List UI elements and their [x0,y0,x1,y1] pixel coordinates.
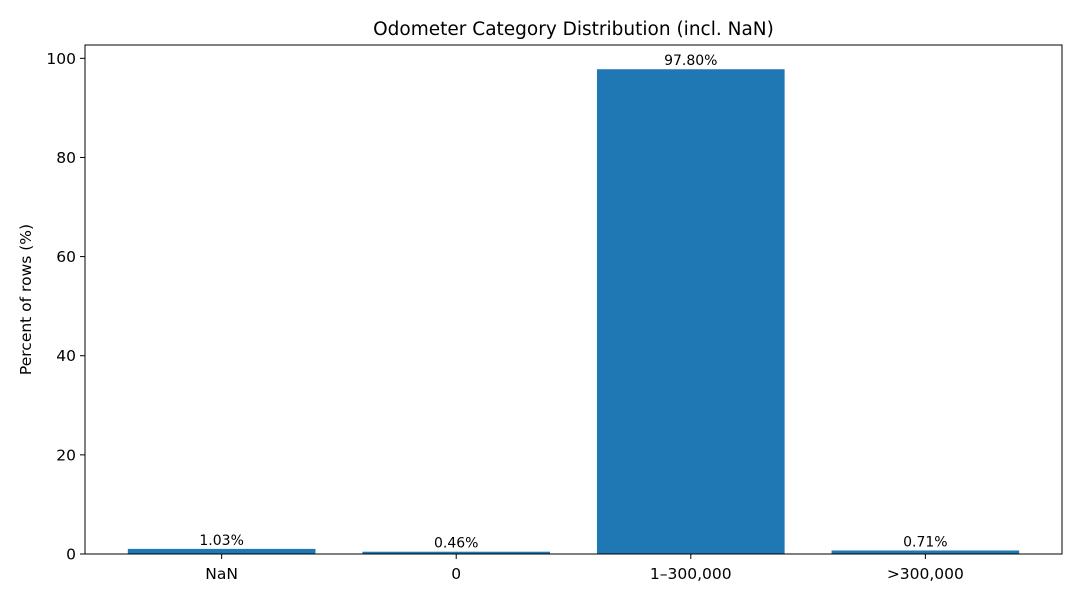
y-tick-label: 40 [56,347,76,365]
x-tick-label: >300,000 [887,565,964,583]
x-tick-label: 0 [451,565,461,583]
y-axis-label: Percent of rows (%) [17,224,35,375]
y-tick-label: 60 [56,248,76,266]
data-label: 0.71% [903,534,947,550]
bar [362,551,551,554]
data-label: 0.46% [434,536,478,552]
data-label: 97.80% [664,53,717,69]
chart-title: Odometer Category Distribution (incl. Na… [373,19,774,40]
bar [596,69,785,554]
y-tick-label: 100 [46,50,76,68]
y-tick-label: 0 [66,546,76,564]
y-tick-label: 80 [56,149,76,167]
data-label: 1.03% [199,533,243,549]
bar [831,550,1020,554]
bar [127,548,316,554]
y-tick-label: 20 [56,446,76,464]
plot-frame [84,44,1063,555]
x-tick-label: NaN [205,565,238,583]
x-tick-label: 1–300,000 [650,565,732,583]
plot-area: 1.03% 0.46% 97.80% 0.71% 0 20 40 60 80 100 NaN 0 1–3… [46,44,1063,583]
